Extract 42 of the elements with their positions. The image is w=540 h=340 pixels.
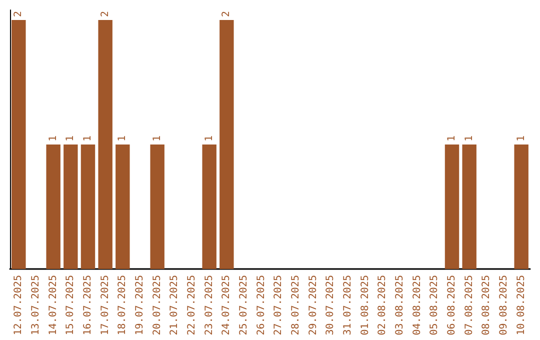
x-tick-label: 10.08.2025 bbox=[516, 275, 527, 336]
x-tick-label: 16.07.2025 bbox=[82, 275, 94, 336]
x-tick-label: 07.08.2025 bbox=[464, 275, 475, 336]
x-tick-label: 02.08.2025 bbox=[377, 275, 388, 336]
x-tick-label: 08.08.2025 bbox=[481, 275, 492, 336]
x-tick-label: 01.08.2025 bbox=[360, 275, 371, 336]
data-label: 2 bbox=[100, 10, 111, 17]
x-tick-label: 17.07.2025 bbox=[100, 275, 111, 336]
data-label: 1 bbox=[82, 135, 94, 142]
x-tick-label: 25.07.2025 bbox=[238, 275, 250, 336]
x-tick-label: 20.07.2025 bbox=[152, 275, 163, 336]
data-label: 1 bbox=[117, 135, 128, 142]
x-tick-label: 28.07.2025 bbox=[290, 275, 302, 336]
x-tick-label: 03.08.2025 bbox=[394, 275, 406, 336]
x-tick-label: 05.08.2025 bbox=[429, 275, 440, 336]
x-tick-label: 06.08.2025 bbox=[446, 275, 458, 336]
x-tick-label: 09.08.2025 bbox=[498, 275, 510, 336]
x-tick-label: 13.07.2025 bbox=[30, 275, 42, 336]
x-tick-label: 14.07.2025 bbox=[48, 275, 59, 336]
x-tick-label: 24.07.2025 bbox=[221, 275, 232, 336]
x-tick-label: 21.07.2025 bbox=[169, 275, 180, 336]
data-label: 2 bbox=[13, 10, 24, 17]
data-label: 1 bbox=[152, 135, 163, 142]
x-tick-label: 30.07.2025 bbox=[325, 275, 336, 336]
x-tick-label: 26.07.2025 bbox=[256, 275, 267, 336]
x-tick-label: 19.07.2025 bbox=[134, 275, 146, 336]
x-tick-label: 29.07.2025 bbox=[308, 275, 319, 336]
data-label: 1 bbox=[464, 135, 475, 142]
x-tick-label: 04.08.2025 bbox=[412, 275, 423, 336]
x-tick-label: 22.07.2025 bbox=[186, 275, 198, 336]
data-label: 1 bbox=[446, 135, 458, 142]
data-label: 1 bbox=[48, 135, 59, 142]
x-tick-label: 31.07.2025 bbox=[342, 275, 354, 336]
x-tick-label: 15.07.2025 bbox=[65, 275, 76, 336]
x-tick-label: 27.07.2025 bbox=[273, 275, 284, 336]
data-label: 1 bbox=[65, 135, 76, 142]
x-tick-label: 12.07.2025 bbox=[13, 275, 24, 336]
x-tick-label: 23.07.2025 bbox=[204, 275, 215, 336]
x-tick-label: 18.07.2025 bbox=[117, 275, 128, 336]
data-label: 1 bbox=[204, 135, 215, 142]
data-label: 1 bbox=[516, 135, 527, 142]
data-label: 2 bbox=[221, 10, 232, 17]
